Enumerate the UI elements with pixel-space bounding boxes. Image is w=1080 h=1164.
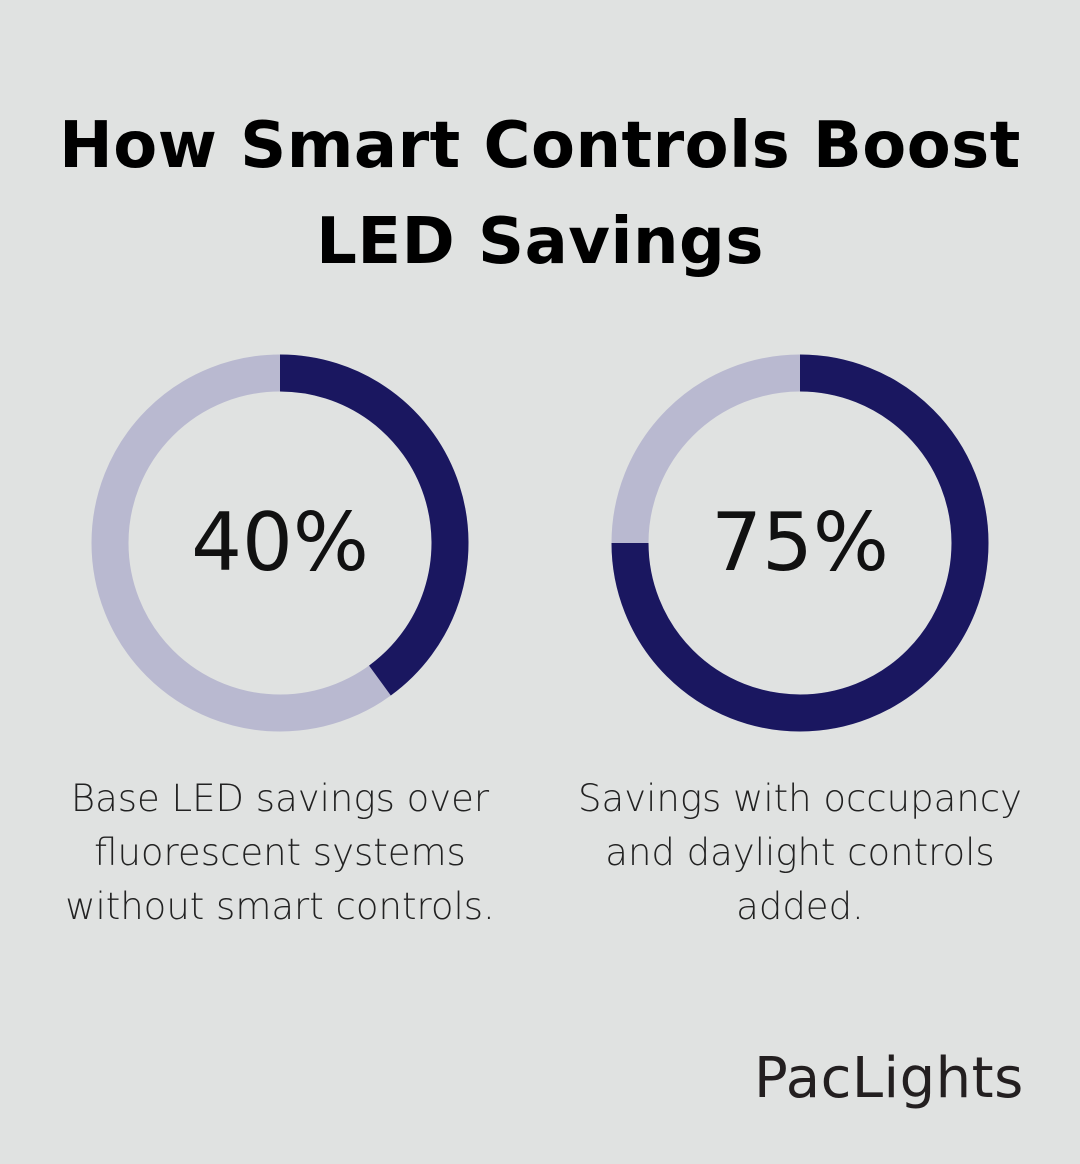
chart-title: How Smart Controls Boost LED Savings [59,109,1021,279]
donut-value-label: 40% [191,496,369,589]
donut-value-label: 75% [711,496,889,589]
donut-chart-1: 40% [90,353,470,733]
donut-description: Base LED savings over fluorescent system… [65,777,495,928]
paclights-logo: PacLights [754,1046,1024,1111]
donut-value-arc [279,354,469,696]
donut-chart-2: 75% [610,353,990,733]
donut-value-arc [611,354,989,732]
donut-description: Savings with occupancy and daylight cont… [578,777,1022,928]
